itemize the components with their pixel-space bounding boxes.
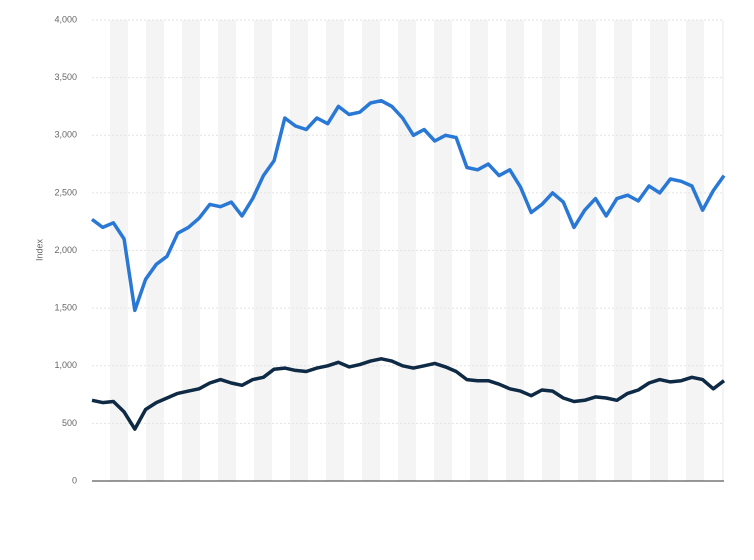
y-tick-label: 3,500 bbox=[54, 72, 77, 82]
band bbox=[686, 20, 704, 481]
band bbox=[470, 20, 488, 481]
band bbox=[218, 20, 236, 481]
y-tick-label: 500 bbox=[62, 418, 77, 428]
band bbox=[614, 20, 632, 481]
y-axis-label: Index bbox=[34, 238, 44, 261]
series-line bbox=[91, 357, 726, 431]
band bbox=[542, 20, 560, 481]
y-tick-label: 0 bbox=[72, 475, 77, 485]
band bbox=[722, 20, 724, 481]
band bbox=[110, 20, 128, 481]
y-tick-label: 1,000 bbox=[54, 360, 77, 370]
y-tick-label: 4,000 bbox=[54, 14, 77, 24]
band bbox=[146, 20, 164, 481]
band bbox=[254, 20, 272, 481]
band bbox=[290, 20, 308, 481]
band bbox=[362, 20, 380, 481]
band bbox=[182, 20, 200, 481]
y-tick-label: 3,000 bbox=[54, 130, 77, 140]
y-tick-label: 2,500 bbox=[54, 187, 77, 197]
band bbox=[578, 20, 596, 481]
band bbox=[506, 20, 524, 481]
band bbox=[650, 20, 668, 481]
y-tick-label: 1,500 bbox=[54, 303, 77, 313]
y-tick-label: 2,000 bbox=[54, 245, 77, 255]
series-line bbox=[90, 98, 726, 313]
